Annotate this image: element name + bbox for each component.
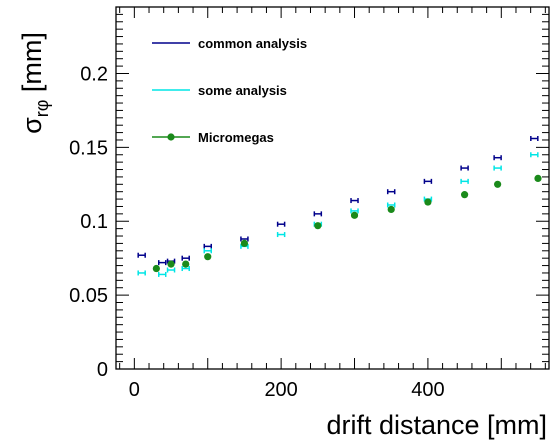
y-axis-title-symbol: σ	[17, 117, 47, 134]
y-axis-title-unit: [mm]	[17, 32, 47, 100]
data-point	[181, 255, 190, 261]
legend: common analysis some analysis Micromegas	[152, 36, 307, 145]
data-point	[203, 248, 212, 254]
legend-item: common analysis	[152, 36, 307, 51]
data-point	[460, 165, 469, 171]
y-axis-title: σrφ [mm]	[17, 32, 52, 134]
data-point	[181, 266, 190, 272]
legend-item: Micromegas	[152, 130, 274, 145]
data-point	[386, 202, 396, 208]
data-point	[350, 211, 359, 219]
data-point	[240, 236, 249, 242]
x-axis: 0 200 400	[119, 7, 546, 401]
data-point	[152, 264, 160, 273]
series-common-analysis	[137, 136, 539, 266]
data-point	[460, 178, 469, 184]
series-some-analysis	[137, 152, 539, 277]
y-tick-label: 0.05	[69, 285, 108, 307]
y-tick-label: 0.15	[69, 137, 108, 159]
y-axis-title-subscript: rφ	[32, 100, 52, 118]
data-point	[534, 174, 542, 182]
data-point	[137, 252, 146, 258]
data-series	[137, 136, 542, 277]
data-point	[350, 198, 359, 204]
data-point	[424, 198, 432, 206]
x-tick-label: 200	[264, 379, 297, 401]
legend-label: common analysis	[198, 36, 307, 51]
data-point	[276, 221, 286, 227]
data-point	[494, 180, 502, 188]
data-point	[530, 152, 539, 158]
data-point	[350, 208, 359, 214]
data-point	[530, 136, 539, 142]
legend-swatch-marker	[167, 133, 175, 141]
data-point	[423, 178, 433, 184]
plot-frame	[115, 6, 550, 370]
data-point	[461, 191, 469, 199]
data-point	[167, 260, 175, 268]
data-point	[493, 155, 502, 161]
data-point	[157, 260, 167, 266]
legend-item: some analysis	[152, 83, 287, 98]
y-tick-label: 0.2	[80, 63, 108, 85]
data-point	[182, 260, 190, 268]
y-tick-label: 0.1	[80, 211, 108, 233]
data-point	[157, 271, 167, 277]
data-point	[203, 243, 212, 249]
y-axis: 0 0.05 0.1 0.15 0.2	[69, 13, 549, 381]
data-point	[387, 205, 395, 214]
legend-label: Micromegas	[198, 130, 274, 145]
x-tick-label: 0	[129, 379, 140, 401]
legend-label: some analysis	[198, 83, 287, 98]
x-axis-title: drift distance [mm]	[326, 410, 547, 440]
data-point	[166, 267, 176, 273]
data-point	[386, 189, 396, 195]
series-micromegas	[152, 174, 542, 273]
data-point	[204, 253, 212, 261]
data-point	[493, 165, 502, 171]
data-point	[313, 211, 323, 217]
data-point	[314, 222, 322, 230]
x-tick-label: 400	[411, 379, 444, 401]
data-point	[240, 239, 249, 248]
data-point	[137, 270, 146, 276]
y-tick-label: 0	[97, 359, 108, 381]
data-point	[276, 232, 286, 238]
